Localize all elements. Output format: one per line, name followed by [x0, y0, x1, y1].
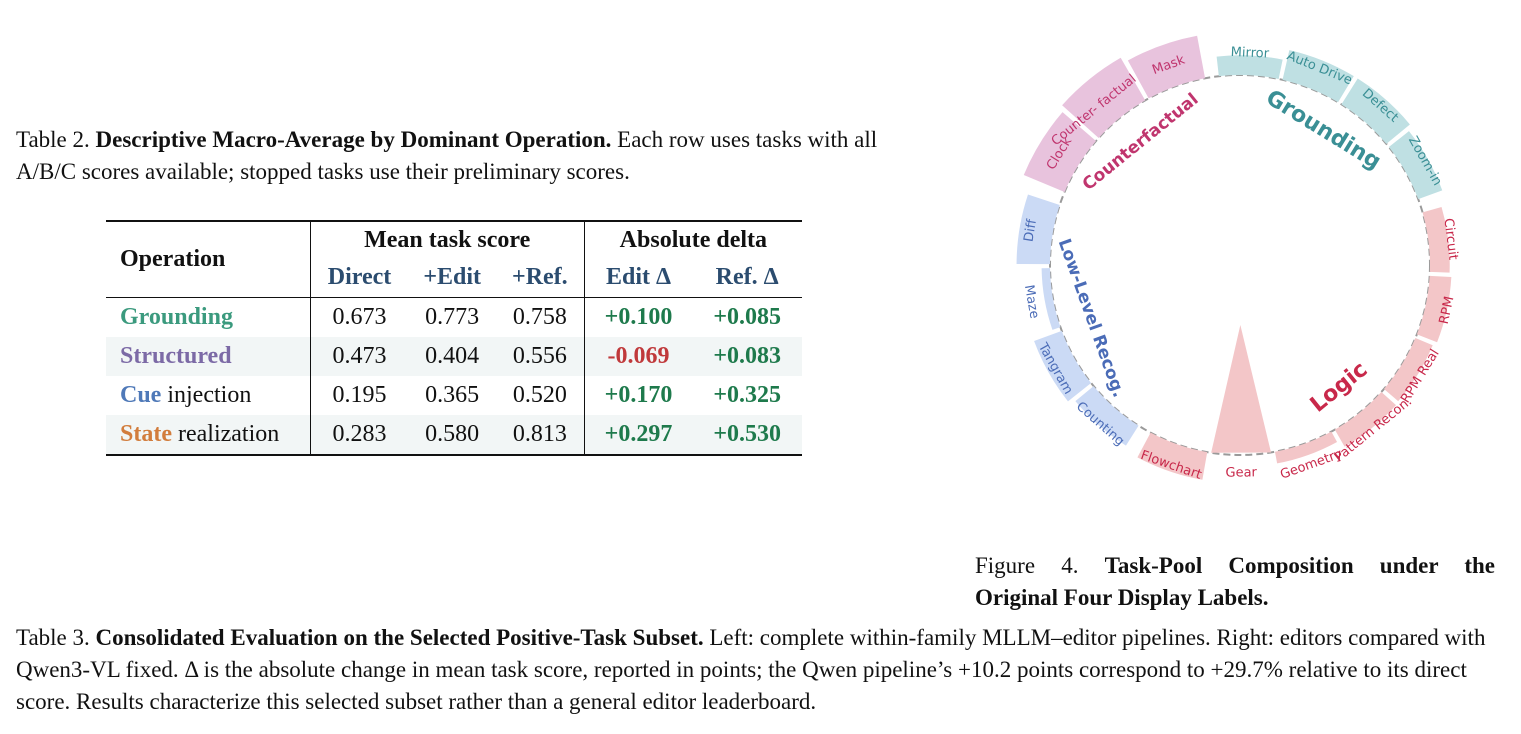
task-label: Gear [1225, 465, 1257, 480]
figure4-caption-title-line1: Task-Pool Composition under the [1104, 553, 1495, 578]
cell-ref: 0.520 [512, 382, 567, 408]
cell-ref: 0.813 [496, 415, 585, 456]
row-operation: Structured [106, 337, 311, 376]
header-edit-delta: Edit Δ [583, 258, 693, 298]
cell-edit: 0.773 [408, 297, 497, 337]
table-row: Cue injection 0.195 0.365 0.520 +0.170 +… [106, 376, 802, 415]
task-label: Diff [1022, 217, 1041, 243]
header-ref: +Ref. [512, 264, 568, 290]
figure4-caption-title-line2: Original Four Display Labels. [975, 585, 1269, 610]
figure4-caption: Figure 4. Task-Pool Composition under th… [975, 550, 1495, 614]
cell-direct: 0.283 [309, 415, 409, 456]
task-bar-counting [1075, 386, 1139, 446]
header-ref-delta: Ref. Δ [715, 264, 779, 290]
cell-edit-delta: +0.297 [583, 415, 693, 456]
cell-edit-delta: +0.100 [583, 297, 693, 337]
task-bar-tangram [1034, 330, 1092, 402]
figure4-caption-label: Figure 4. [975, 553, 1079, 578]
task-bar-rpm-real [1383, 338, 1433, 402]
cell-edit: 0.365 [425, 382, 480, 408]
header-group-mean: Mean task score [309, 220, 585, 258]
task-label: RPM [1437, 295, 1458, 326]
cell-direct: 0.195 [309, 376, 409, 415]
row-operation: Grounding [106, 297, 311, 337]
task-bar-mirror [1216, 55, 1283, 79]
group-label: Logic [1306, 357, 1373, 418]
task-bar-circuit [1422, 206, 1450, 273]
task-bar-geometry [1274, 431, 1338, 464]
table2: Operation Mean task score Absolute delta… [106, 220, 802, 456]
cell-ref-delta: +0.530 [692, 415, 802, 456]
cell-edit: 0.404 [408, 337, 497, 376]
cell-ref: 0.556 [496, 337, 585, 376]
task-bar-counter-factual-vqa [1062, 57, 1146, 139]
row-operation: Cue injection [120, 382, 252, 408]
table3-caption-text: Left: complete within-family MLLM–editor… [16, 625, 1486, 714]
table3-caption-title: Consolidated Evaluation on the Selected … [95, 625, 704, 650]
task-label: Circuit [1440, 217, 1460, 260]
task-bar-flowchart [1137, 432, 1208, 480]
header-group-delta: Absolute delta [583, 220, 802, 258]
task-bar-pattern-recon- [1334, 391, 1397, 447]
cell-direct: 0.473 [309, 337, 409, 376]
task-bar-clock [1023, 112, 1097, 192]
table2-caption: Table 2. Descriptive Macro-Average by Do… [16, 124, 896, 188]
task-bar-diff [1016, 194, 1060, 265]
table3-caption-label: Table 3. [16, 625, 90, 650]
table-row: Structured 0.473 0.404 0.556 -0.069 +0.0… [106, 337, 802, 376]
cell-direct: 0.673 [309, 297, 409, 337]
header-operation: Operation [106, 220, 311, 298]
task-label: Maze [1021, 284, 1042, 320]
header-direct: Direct [309, 258, 409, 298]
task-bar-zoom-in [1388, 131, 1443, 200]
table2-caption-label: Table 2. [16, 127, 90, 152]
task-bar-defect [1341, 78, 1410, 144]
cell-ref-delta: +0.085 [692, 297, 802, 337]
table-row: Grounding 0.673 0.773 0.758 +0.100 +0.08… [106, 297, 802, 337]
cell-edit-delta: +0.170 [583, 376, 693, 415]
task-bar-mask [1127, 35, 1206, 99]
cell-edit-delta: -0.069 [583, 337, 693, 376]
table2-caption-title: Descriptive Macro-Average by Dominant Op… [95, 127, 612, 152]
cell-ref-delta: +0.083 [692, 337, 802, 376]
task-bar-maze [1041, 268, 1061, 330]
cell-ref: 0.758 [496, 297, 585, 337]
task-label: Mirror [1230, 45, 1270, 62]
task-bar-auto-drive [1282, 50, 1354, 103]
table-row: State realization 0.283 0.580 0.813 +0.2… [106, 415, 802, 456]
cell-ref-delta: +0.325 [713, 382, 781, 408]
task-bar-gear [1211, 324, 1272, 453]
header-edit: +Edit [423, 264, 482, 290]
cell-edit: 0.580 [408, 415, 497, 456]
row-operation: State realization [106, 415, 311, 456]
table3-caption: Table 3. Consolidated Evaluation on the … [16, 622, 1511, 718]
table2-caption-text: Each row uses tasks with all A/B/C score… [16, 127, 878, 184]
task-bar-rpm [1416, 275, 1452, 343]
